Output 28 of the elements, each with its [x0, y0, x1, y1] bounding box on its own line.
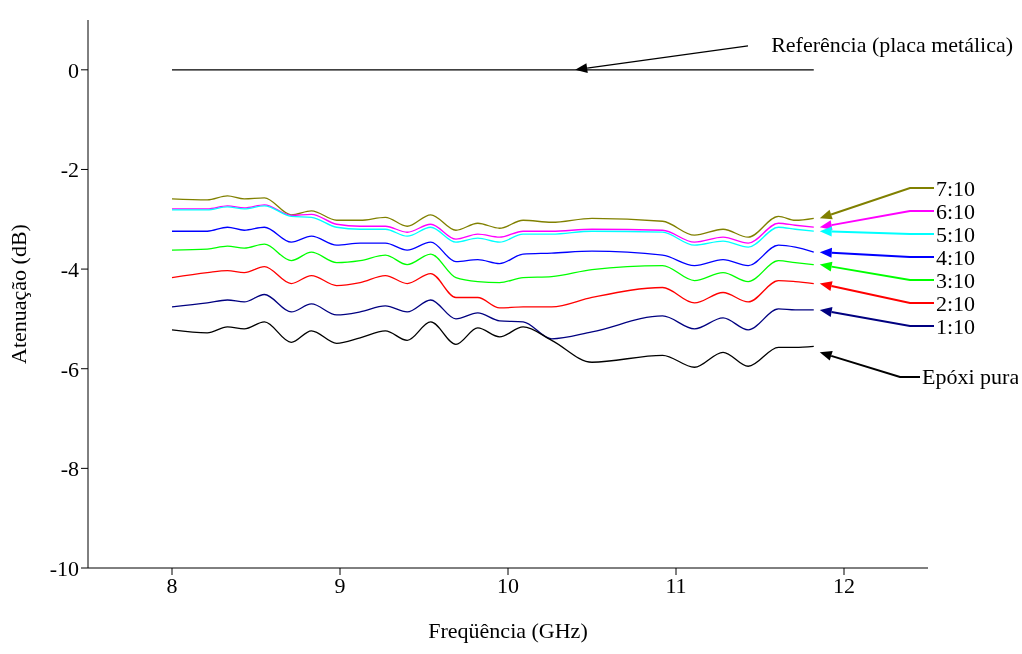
x-tick-label: 11: [665, 572, 687, 598]
line-series: [171, 293, 815, 340]
line-series: [171, 226, 815, 267]
x-tick-label: 10: [497, 572, 519, 598]
x-axis-title: Freqüência (GHz): [428, 618, 588, 643]
y-tick-label: -10: [49, 555, 79, 581]
legend-label: 3:10: [936, 268, 976, 293]
line-series: [171, 243, 815, 284]
legend-label: 4:10: [936, 245, 976, 270]
y-tick-label: -6: [60, 356, 79, 382]
series-label: Referência (placa metálica): [771, 31, 1013, 57]
legend-label: 5:10: [936, 222, 976, 247]
legend-label: 1:10: [936, 314, 976, 339]
line-series: [171, 321, 815, 368]
legend-label: 6:10: [936, 199, 976, 224]
legend-label: Epóxi pura: [922, 364, 1020, 389]
y-tick-label: -4: [60, 256, 79, 282]
y-tick-label: 0: [68, 57, 79, 83]
legend-label: 7:10: [936, 176, 976, 201]
y-tick-label: -2: [60, 157, 79, 183]
line-series: [171, 195, 815, 238]
y-axis-title: Atenuação (dB): [5, 224, 31, 364]
x-tick-label: 8: [166, 572, 178, 598]
line-series: [171, 265, 815, 309]
legend-label: 2:10: [936, 291, 976, 316]
x-tick-label: 9: [334, 572, 346, 598]
x-tick-label: 12: [833, 572, 855, 598]
y-tick-label: -8: [60, 456, 79, 482]
